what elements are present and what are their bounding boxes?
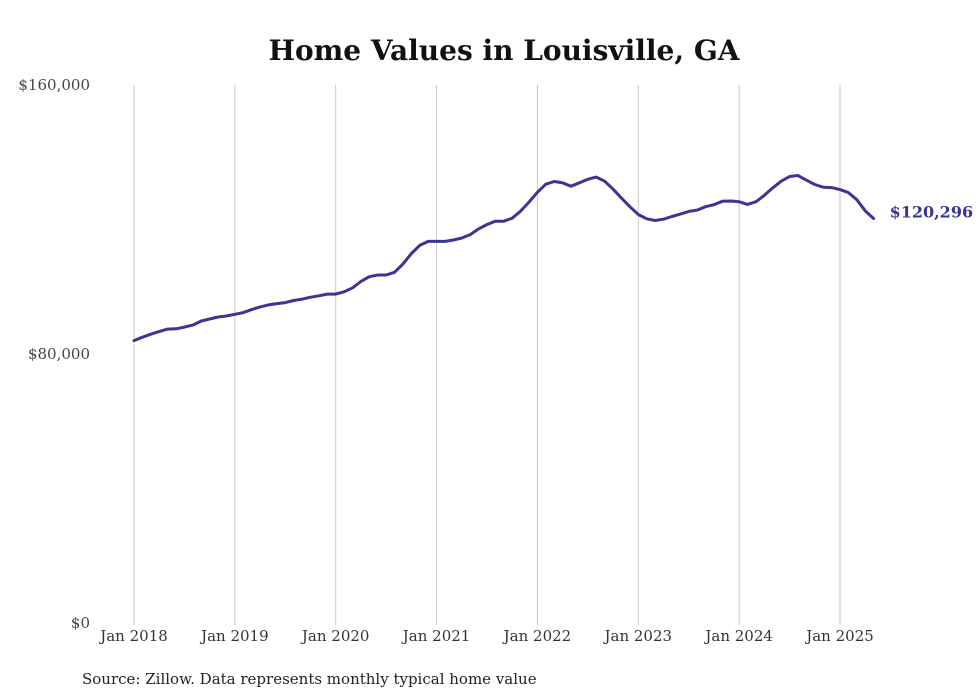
x-tick-label: Jan 2021	[401, 627, 471, 645]
x-tick-label: Jan 2019	[199, 627, 269, 645]
y-tick-label: $0	[71, 614, 90, 632]
x-tick-label: Jan 2025	[804, 627, 874, 645]
y-tick-label: $160,000	[18, 76, 90, 94]
y-axis-ticks: $0 $80,000 $160,000	[18, 76, 90, 632]
y-tick-label: $80,000	[28, 345, 90, 363]
x-axis-ticks: Jan 2018 Jan 2019 Jan 2020 Jan 2021 Jan 2022…	[98, 627, 874, 645]
series-line	[132, 174, 876, 343]
x-tick-label: Jan 2018	[98, 627, 168, 645]
end-value-label: $120,296	[890, 203, 974, 222]
x-tick-label: Jan 2023	[603, 627, 673, 645]
gridlines	[133, 85, 841, 625]
source-note: Source: Zillow. Data represents monthly …	[82, 670, 537, 688]
x-tick-label: Jan 2024	[703, 627, 773, 645]
series-layer: $120,296	[132, 174, 974, 343]
chart-title: Home Values in Louisville, GA	[269, 34, 741, 67]
x-tick-label: Jan 2020	[300, 627, 370, 645]
x-tick-label: Jan 2022	[502, 627, 572, 645]
